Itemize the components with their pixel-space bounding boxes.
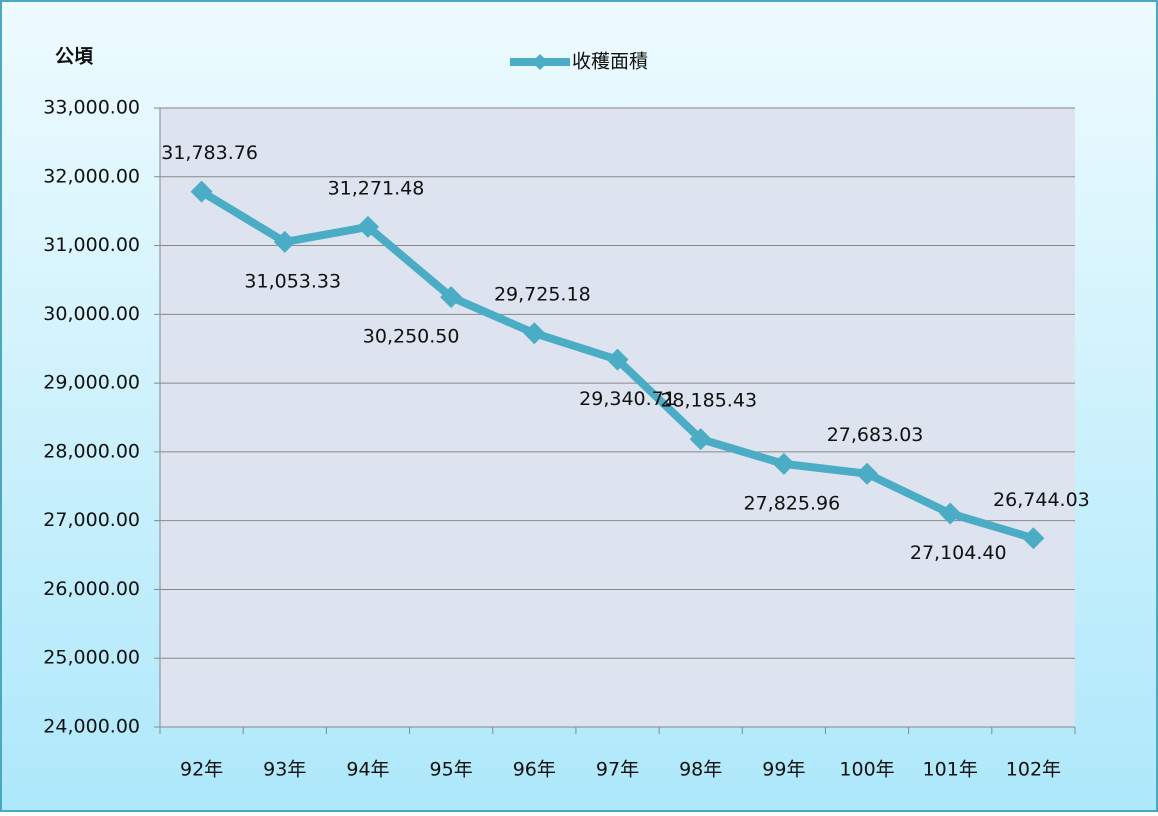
data-point bbox=[1022, 527, 1045, 550]
x-tick-label: 101年 bbox=[923, 759, 978, 781]
x-tick-label: 98年 bbox=[679, 759, 722, 781]
x-tick-label: 95年 bbox=[430, 759, 473, 781]
data-point bbox=[190, 180, 213, 203]
data-label: 31,271.48 bbox=[328, 177, 425, 199]
data-point bbox=[772, 452, 795, 475]
data-point bbox=[523, 322, 546, 345]
data-point bbox=[856, 462, 879, 485]
y-tick-label: 24,000.00 bbox=[43, 716, 140, 738]
y-tick-label: 33,000.00 bbox=[43, 97, 140, 119]
y-tick-label: 29,000.00 bbox=[43, 372, 140, 394]
x-tick-label: 92年 bbox=[180, 759, 223, 781]
data-point bbox=[440, 286, 463, 309]
y-tick-label: 31,000.00 bbox=[43, 234, 140, 256]
x-tick-label: 94年 bbox=[346, 759, 389, 781]
data-label: 27,104.40 bbox=[910, 542, 1007, 564]
y-tick-label: 26,000.00 bbox=[43, 578, 140, 600]
data-label: 26,744.03 bbox=[993, 489, 1090, 511]
data-point bbox=[689, 428, 712, 451]
data-point bbox=[606, 348, 629, 371]
data-label: 29,340.71 bbox=[579, 388, 676, 410]
y-tick-label: 25,000.00 bbox=[43, 647, 140, 669]
x-tick-label: 100年 bbox=[839, 759, 894, 781]
legend-label: 收穫面積 bbox=[572, 51, 648, 73]
plot-area bbox=[160, 108, 1075, 727]
data-point bbox=[273, 230, 296, 253]
x-tick-label: 97年 bbox=[596, 759, 639, 781]
x-tick-label: 99年 bbox=[762, 759, 805, 781]
x-tick-label: 102年 bbox=[1006, 759, 1061, 781]
legend-marker bbox=[532, 54, 548, 70]
data-label: 31,783.76 bbox=[161, 142, 258, 164]
y-tick-label: 32,000.00 bbox=[43, 165, 140, 187]
y-tick-label: 27,000.00 bbox=[43, 509, 140, 531]
x-tick-label: 93年 bbox=[263, 759, 306, 781]
data-label: 28,185.43 bbox=[660, 390, 757, 412]
data-label: 30,250.50 bbox=[363, 326, 460, 348]
data-label: 27,683.03 bbox=[827, 424, 924, 446]
x-tick-label: 96年 bbox=[513, 759, 556, 781]
data-label: 27,825.96 bbox=[744, 492, 841, 514]
data-label: 31,053.33 bbox=[244, 270, 341, 292]
y-tick-label: 28,000.00 bbox=[43, 440, 140, 462]
data-label: 29,725.18 bbox=[494, 284, 591, 306]
data-point bbox=[939, 502, 962, 525]
y-tick-label: 30,000.00 bbox=[43, 303, 140, 325]
data-point bbox=[356, 215, 379, 238]
y-axis-label: 公頃 bbox=[55, 46, 94, 68]
